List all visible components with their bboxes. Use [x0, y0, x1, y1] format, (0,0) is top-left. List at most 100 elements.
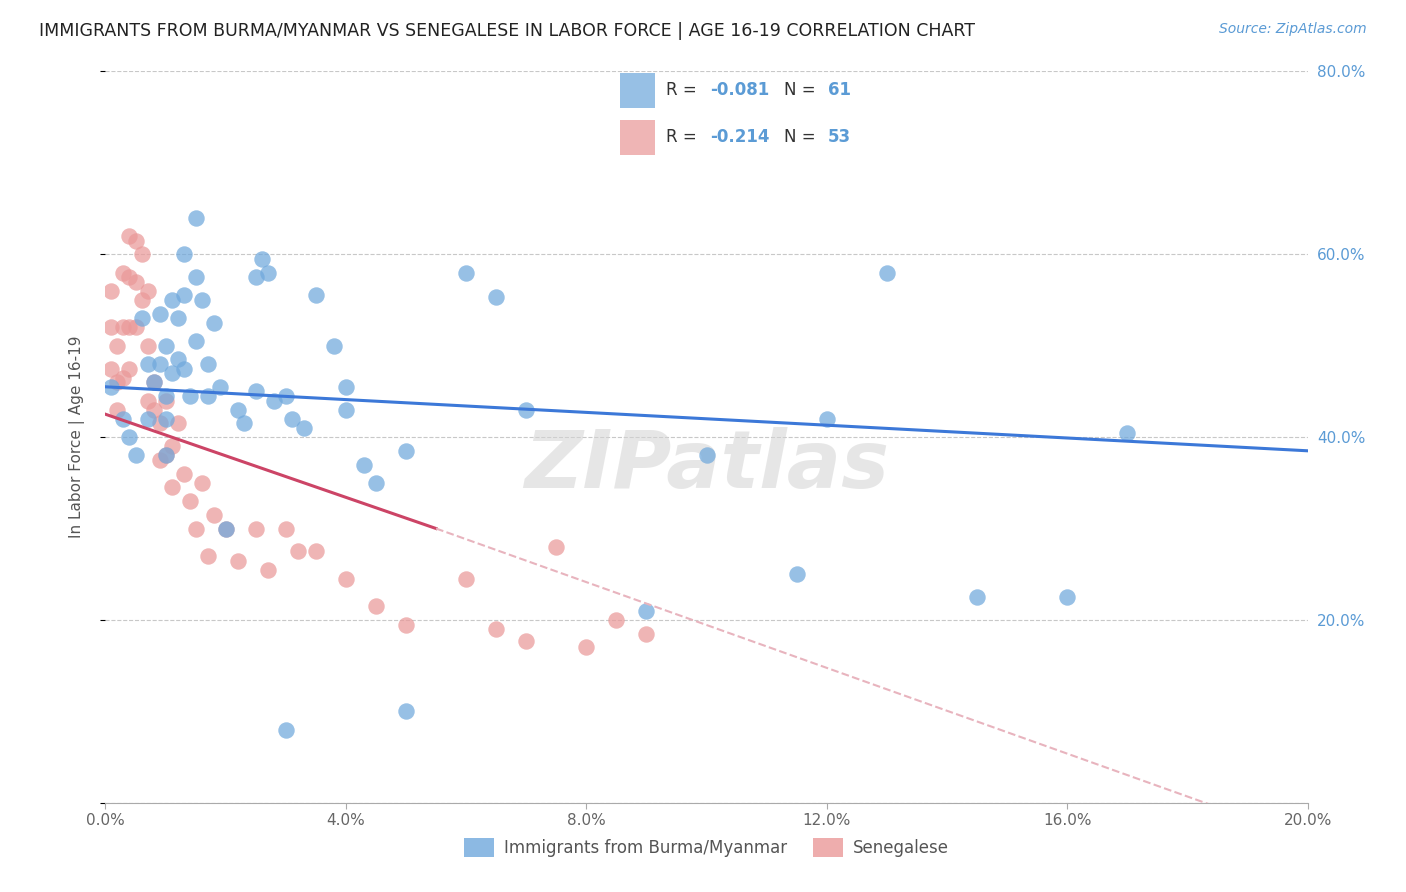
Text: 61: 61 [828, 81, 851, 99]
Text: R =: R = [666, 128, 703, 146]
Point [245, 270, 267, 285]
Point [155, 393, 177, 408]
Point [179, 494, 201, 508]
Point [575, 640, 598, 655]
Point [250, 252, 273, 266]
Point [155, 449, 177, 463]
Bar [620, 120, 655, 155]
Point [107, 376, 129, 390]
Point [485, 290, 508, 304]
Point [100, 320, 122, 334]
Point [173, 247, 195, 261]
Point [118, 320, 141, 334]
Point [142, 402, 165, 417]
Point [335, 402, 357, 417]
Point [118, 228, 141, 243]
Point [208, 380, 231, 394]
Point [605, 613, 627, 627]
Point [107, 338, 129, 352]
Point [184, 521, 207, 535]
Point [636, 626, 658, 640]
Legend: Immigrants from Burma/Myanmar, Senegalese: Immigrants from Burma/Myanmar, Senegales… [458, 831, 955, 864]
Point [160, 480, 183, 494]
Point [142, 376, 165, 390]
Point [131, 311, 153, 326]
Point [364, 599, 387, 614]
Point [160, 439, 183, 453]
Point [292, 421, 315, 435]
Point [245, 521, 267, 535]
Point [124, 234, 146, 248]
Point [274, 521, 297, 535]
Point [287, 544, 309, 558]
Point [131, 293, 153, 307]
Point [274, 389, 297, 403]
Point [142, 376, 165, 390]
Point [245, 384, 267, 399]
Text: 53: 53 [828, 128, 851, 146]
Point [124, 275, 146, 289]
Point [636, 604, 658, 618]
Point [148, 307, 170, 321]
Point [454, 572, 477, 586]
Point [136, 412, 159, 426]
Point [184, 270, 207, 285]
Point [136, 338, 159, 352]
Point [197, 549, 219, 563]
Point [100, 361, 122, 376]
Point [305, 544, 328, 558]
Point [226, 553, 249, 567]
Point [166, 352, 188, 367]
Point [214, 521, 236, 535]
Point [256, 563, 278, 577]
Point [353, 458, 375, 472]
Point [184, 211, 207, 225]
Point [395, 443, 418, 458]
Point [190, 475, 212, 490]
Point [454, 266, 477, 280]
Point [786, 567, 808, 582]
Point [395, 617, 418, 632]
Point [256, 266, 278, 280]
Point [118, 270, 141, 285]
Text: ZIPatlas: ZIPatlas [524, 427, 889, 506]
Point [395, 705, 418, 719]
Point [107, 402, 129, 417]
Point [155, 389, 177, 403]
Point [214, 521, 236, 535]
Point [190, 293, 212, 307]
Point [173, 361, 195, 376]
Point [335, 380, 357, 394]
Point [179, 389, 201, 403]
Point [148, 417, 170, 431]
Point [160, 293, 183, 307]
Point [148, 453, 170, 467]
Point [515, 402, 537, 417]
Text: N =: N = [785, 81, 821, 99]
Point [226, 402, 249, 417]
Point [155, 412, 177, 426]
Point [112, 370, 135, 384]
Point [364, 475, 387, 490]
Point [197, 389, 219, 403]
Point [335, 572, 357, 586]
Point [155, 338, 177, 352]
Text: -0.214: -0.214 [710, 128, 770, 146]
Point [281, 412, 304, 426]
Point [100, 284, 122, 298]
Text: Source: ZipAtlas.com: Source: ZipAtlas.com [1219, 22, 1367, 37]
Y-axis label: In Labor Force | Age 16-19: In Labor Force | Age 16-19 [69, 335, 84, 539]
Text: -0.081: -0.081 [710, 81, 769, 99]
Text: N =: N = [785, 128, 821, 146]
Point [112, 320, 135, 334]
Point [166, 311, 188, 326]
Point [966, 590, 988, 604]
Point [118, 430, 141, 444]
Point [202, 508, 225, 522]
Point [124, 449, 146, 463]
Point [160, 366, 183, 380]
Point [155, 449, 177, 463]
Point [148, 357, 170, 371]
Point [197, 357, 219, 371]
Point [1056, 590, 1078, 604]
